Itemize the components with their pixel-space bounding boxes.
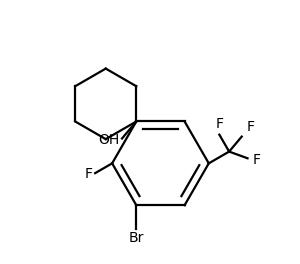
Text: F: F — [85, 167, 92, 181]
Text: F: F — [246, 120, 254, 134]
Text: F: F — [215, 117, 223, 131]
Text: OH: OH — [98, 133, 119, 147]
Text: F: F — [252, 153, 260, 167]
Text: Br: Br — [129, 231, 144, 245]
